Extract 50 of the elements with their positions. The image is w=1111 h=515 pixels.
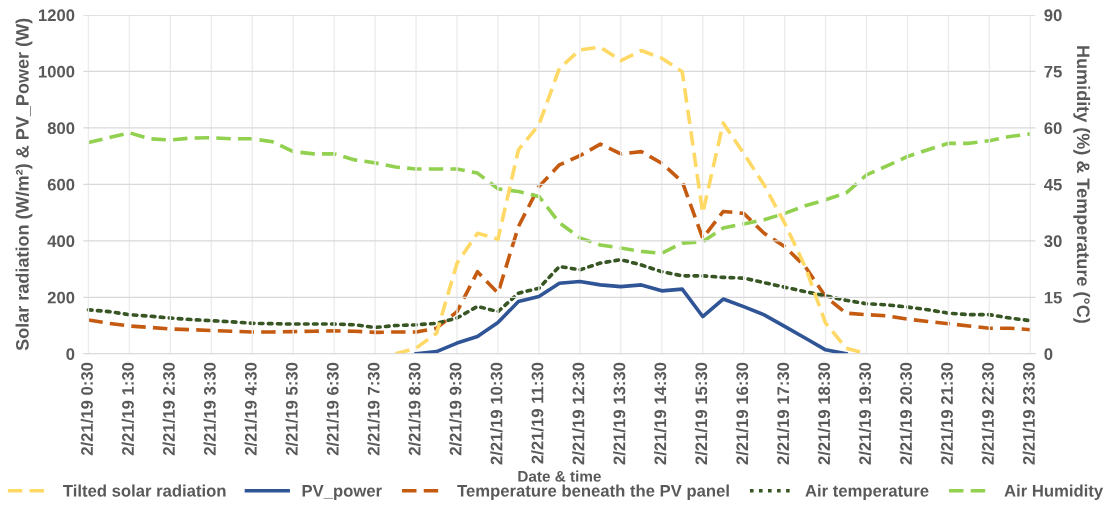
legend-label: PV_power [302,485,382,500]
x-tick-label: 2/21/19 6:30 [326,362,339,456]
x-tick-label: 2/21/19 13:30 [613,362,626,465]
x-tick-label: 2/21/19 2:30 [162,362,175,456]
line-series [86,130,1033,256]
x-tick-label: 2/21/19 8:30 [408,362,421,456]
line-series [86,142,1033,335]
legend-label: Temperature beneath the PV panel [457,484,729,500]
x-tick-label: 2/21/19 16:30 [735,362,749,465]
y2-tick-label: 30 [1044,235,1062,248]
y-axis-title: Solar radiation (W/m²) & PV_Power (W) [15,18,33,351]
legend-label: Air temperature [805,484,929,500]
line-series [86,257,1033,330]
x-tick-label: 2/21/19 19:30 [858,362,872,465]
y-tick-label: 600 [47,178,75,191]
y-tick-label: 800 [47,122,75,135]
x-tick-label: 2/21/19 18:30 [817,362,831,465]
y-tick-label: 1200 [38,9,75,22]
y2-tick-label: 75 [1044,65,1062,78]
x-tick-label: 2/21/19 12:30 [572,362,585,465]
x-tick-label: 2/21/19 1:30 [121,362,135,456]
y2-axis-title: Humidity (%) & Temperature (°C) [1073,46,1091,323]
y-tick-label: 200 [47,291,75,304]
x-tick-label: 2/21/19 21:30 [940,362,954,465]
x-tick-label: 2/21/19 15:30 [694,362,708,465]
y2-tick-label: 45 [1044,178,1062,191]
x-tick-label: 2/21/19 14:30 [654,362,667,465]
legend-label: Air Humidity [1004,484,1104,500]
x-tick-label: 2/21/19 17:30 [776,362,790,465]
y-tick-label: 400 [47,235,75,248]
y-tick-label: 0 [66,348,75,361]
y2-tick-label: 15 [1044,291,1062,304]
y-tick-label: 1000 [38,65,75,78]
x-tick-label: 2/21/19 10:30 [490,362,503,465]
x-tick-label: 2/21/19 9:30 [449,362,462,456]
x-tick-label: 2/21/19 4:30 [244,362,257,456]
x-tick-label: 2/21/19 23:30 [1022,362,1035,465]
y2-tick-label: 90 [1044,9,1062,22]
x-tick-label: 2/21/19 20:30 [899,362,913,465]
x-tick-label: 2/21/19 5:30 [285,362,298,456]
x-axis-title: Date & time [518,470,601,482]
x-tick-label: 2/21/19 11:30 [531,362,544,464]
y2-tick-label: 60 [1044,122,1062,135]
x-tick-label: 2/21/19 0:30 [80,362,94,456]
legend-label: Tilted solar radiation [63,484,226,497]
x-tick-label: 2/21/19 22:30 [981,362,995,465]
x-tick-label: 2/21/19 7:30 [367,362,380,456]
y2-tick-label: 0 [1044,348,1053,361]
x-tick-label: 2/21/19 3:30 [203,362,216,456]
line-series [414,279,848,354]
